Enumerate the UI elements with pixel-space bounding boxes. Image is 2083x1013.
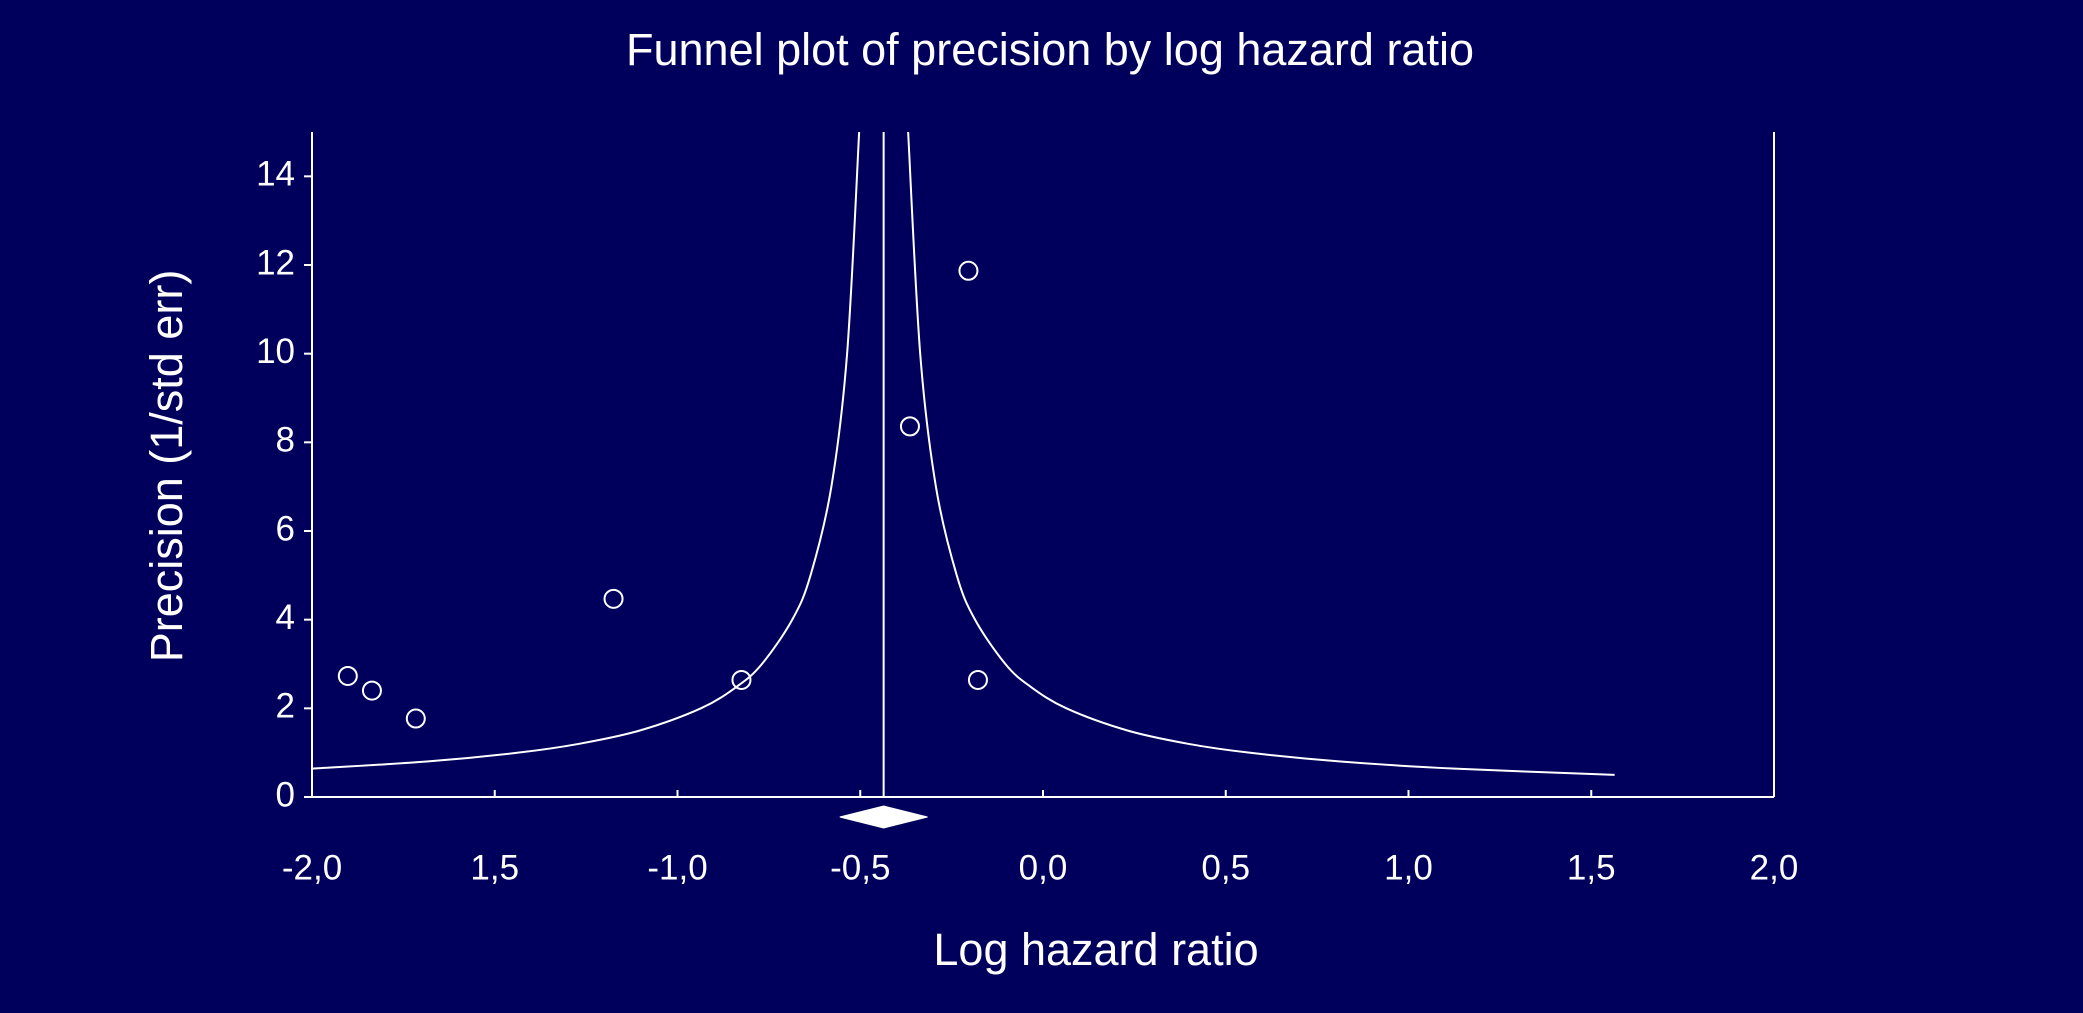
x-tick-label: 1,0 <box>1384 848 1433 887</box>
y-tick-label: 8 <box>276 421 295 460</box>
funnel-line <box>312 131 861 770</box>
study-point <box>967 669 988 690</box>
y-tick-label: 14 <box>256 155 295 194</box>
y-tick-label: 4 <box>276 598 295 637</box>
y-tick-label: 6 <box>276 509 295 548</box>
funnel-line <box>907 131 1615 776</box>
study-point <box>361 680 382 701</box>
y-tick-label: 10 <box>256 332 295 371</box>
pooled-diamond <box>839 805 928 829</box>
x-axis-label: Log hazard ratio <box>933 924 1258 975</box>
study-point <box>405 708 426 729</box>
x-tick-label: 2,0 <box>1750 848 1799 887</box>
study-point <box>899 416 920 437</box>
x-tick-label: 1,5 <box>470 848 519 887</box>
y-tick-label: 0 <box>276 775 295 814</box>
study-point <box>337 665 358 686</box>
x-tick-label: 0,0 <box>1019 848 1068 887</box>
study-point <box>958 260 979 281</box>
x-tick-label: -1,0 <box>647 848 707 887</box>
x-tick-label: 0,5 <box>1201 848 1250 887</box>
study-point <box>731 669 752 690</box>
x-tick-label: -2,0 <box>282 848 342 887</box>
y-axis-label: Precision (1/std err) <box>141 270 192 663</box>
study-point <box>603 588 624 609</box>
x-tick-label: -0,5 <box>830 848 890 887</box>
chart-title: Funnel plot of precision by log hazard r… <box>626 24 1474 75</box>
x-tick-label: 1,5 <box>1567 848 1616 887</box>
y-tick-label: 2 <box>276 687 295 726</box>
y-tick-label: 12 <box>256 243 295 282</box>
